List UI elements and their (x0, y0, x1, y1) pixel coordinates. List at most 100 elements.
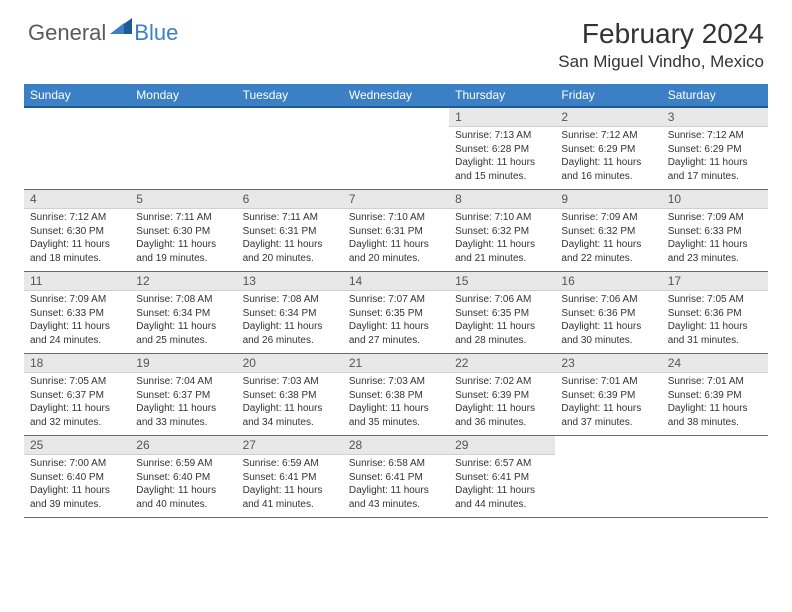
sunrise-line: Sunrise: 7:12 AM (561, 129, 655, 143)
sunset-line: Sunset: 6:35 PM (349, 307, 443, 321)
daylight-line: Daylight: 11 hours and 26 minutes. (243, 320, 337, 347)
daylight-line: Daylight: 11 hours and 23 minutes. (668, 238, 762, 265)
calendar-table: SundayMondayTuesdayWednesdayThursdayFrid… (24, 84, 768, 518)
sunrise-line: Sunrise: 7:12 AM (30, 211, 124, 225)
day-body: Sunrise: 7:12 AMSunset: 6:29 PMDaylight:… (662, 127, 768, 189)
day-body: Sunrise: 7:12 AMSunset: 6:30 PMDaylight:… (24, 209, 130, 271)
day-body: Sunrise: 6:59 AMSunset: 6:40 PMDaylight:… (130, 455, 236, 517)
daylight-line: Daylight: 11 hours and 16 minutes. (561, 156, 655, 183)
calendar-cell: 2Sunrise: 7:12 AMSunset: 6:29 PMDaylight… (555, 107, 661, 190)
day-body: Sunrise: 7:00 AMSunset: 6:40 PMDaylight:… (24, 455, 130, 517)
calendar-cell: 22Sunrise: 7:02 AMSunset: 6:39 PMDayligh… (449, 354, 555, 436)
sunset-line: Sunset: 6:33 PM (30, 307, 124, 321)
daylight-line: Daylight: 11 hours and 20 minutes. (243, 238, 337, 265)
sunset-line: Sunset: 6:37 PM (136, 389, 230, 403)
day-body: Sunrise: 7:12 AMSunset: 6:29 PMDaylight:… (555, 127, 661, 189)
sunrise-line: Sunrise: 6:57 AM (455, 457, 549, 471)
daylight-line: Daylight: 11 hours and 33 minutes. (136, 402, 230, 429)
sunset-line: Sunset: 6:31 PM (349, 225, 443, 239)
calendar-cell: 12Sunrise: 7:08 AMSunset: 6:34 PMDayligh… (130, 272, 236, 354)
day-number: 7 (343, 190, 449, 209)
calendar-cell (237, 107, 343, 190)
sunrise-line: Sunrise: 7:12 AM (668, 129, 762, 143)
day-body: Sunrise: 7:01 AMSunset: 6:39 PMDaylight:… (555, 373, 661, 435)
sunrise-line: Sunrise: 7:08 AM (136, 293, 230, 307)
daylight-line: Daylight: 11 hours and 38 minutes. (668, 402, 762, 429)
sunrise-line: Sunrise: 6:59 AM (243, 457, 337, 471)
sunset-line: Sunset: 6:41 PM (349, 471, 443, 485)
day-header: Monday (130, 84, 236, 107)
day-number: 6 (237, 190, 343, 209)
daylight-line: Daylight: 11 hours and 35 minutes. (349, 402, 443, 429)
daylight-line: Daylight: 11 hours and 21 minutes. (455, 238, 549, 265)
day-body: Sunrise: 7:06 AMSunset: 6:36 PMDaylight:… (555, 291, 661, 353)
sunrise-line: Sunrise: 7:04 AM (136, 375, 230, 389)
day-number: 16 (555, 272, 661, 291)
calendar-cell: 28Sunrise: 6:58 AMSunset: 6:41 PMDayligh… (343, 436, 449, 518)
sunrise-line: Sunrise: 7:03 AM (243, 375, 337, 389)
day-number: 2 (555, 108, 661, 127)
sunrise-line: Sunrise: 7:09 AM (30, 293, 124, 307)
day-number: 19 (130, 354, 236, 373)
day-body: Sunrise: 7:13 AMSunset: 6:28 PMDaylight:… (449, 127, 555, 189)
daylight-line: Daylight: 11 hours and 28 minutes. (455, 320, 549, 347)
day-number: 4 (24, 190, 130, 209)
sunrise-line: Sunrise: 7:11 AM (243, 211, 337, 225)
calendar-cell: 8Sunrise: 7:10 AMSunset: 6:32 PMDaylight… (449, 190, 555, 272)
calendar-cell (130, 107, 236, 190)
daylight-line: Daylight: 11 hours and 43 minutes. (349, 484, 443, 511)
calendar-cell (662, 436, 768, 518)
sunset-line: Sunset: 6:39 PM (668, 389, 762, 403)
calendar-cell: 20Sunrise: 7:03 AMSunset: 6:38 PMDayligh… (237, 354, 343, 436)
day-body: Sunrise: 7:05 AMSunset: 6:37 PMDaylight:… (24, 373, 130, 435)
daylight-line: Daylight: 11 hours and 30 minutes. (561, 320, 655, 347)
sunset-line: Sunset: 6:28 PM (455, 143, 549, 157)
calendar-cell: 7Sunrise: 7:10 AMSunset: 6:31 PMDaylight… (343, 190, 449, 272)
calendar-cell: 4Sunrise: 7:12 AMSunset: 6:30 PMDaylight… (24, 190, 130, 272)
sunset-line: Sunset: 6:41 PM (455, 471, 549, 485)
daylight-line: Daylight: 11 hours and 40 minutes. (136, 484, 230, 511)
sunrise-line: Sunrise: 7:01 AM (668, 375, 762, 389)
day-body: Sunrise: 7:11 AMSunset: 6:30 PMDaylight:… (130, 209, 236, 271)
calendar-cell: 16Sunrise: 7:06 AMSunset: 6:36 PMDayligh… (555, 272, 661, 354)
location: San Miguel Vindho, Mexico (558, 52, 764, 72)
daylight-line: Daylight: 11 hours and 39 minutes. (30, 484, 124, 511)
sunrise-line: Sunrise: 7:00 AM (30, 457, 124, 471)
day-number: 15 (449, 272, 555, 291)
calendar-cell: 18Sunrise: 7:05 AMSunset: 6:37 PMDayligh… (24, 354, 130, 436)
sunset-line: Sunset: 6:36 PM (561, 307, 655, 321)
day-number: 10 (662, 190, 768, 209)
day-header: Friday (555, 84, 661, 107)
sunset-line: Sunset: 6:32 PM (455, 225, 549, 239)
calendar-cell: 17Sunrise: 7:05 AMSunset: 6:36 PMDayligh… (662, 272, 768, 354)
sunset-line: Sunset: 6:32 PM (561, 225, 655, 239)
calendar-cell: 29Sunrise: 6:57 AMSunset: 6:41 PMDayligh… (449, 436, 555, 518)
day-body: Sunrise: 7:03 AMSunset: 6:38 PMDaylight:… (343, 373, 449, 435)
day-number: 29 (449, 436, 555, 455)
sunrise-line: Sunrise: 7:11 AM (136, 211, 230, 225)
calendar-head: SundayMondayTuesdayWednesdayThursdayFrid… (24, 84, 768, 107)
daylight-line: Daylight: 11 hours and 22 minutes. (561, 238, 655, 265)
day-body: Sunrise: 6:58 AMSunset: 6:41 PMDaylight:… (343, 455, 449, 517)
sunrise-line: Sunrise: 6:59 AM (136, 457, 230, 471)
day-body: Sunrise: 7:09 AMSunset: 6:33 PMDaylight:… (24, 291, 130, 353)
day-body: Sunrise: 7:11 AMSunset: 6:31 PMDaylight:… (237, 209, 343, 271)
calendar-body: 1Sunrise: 7:13 AMSunset: 6:28 PMDaylight… (24, 107, 768, 518)
calendar-cell: 13Sunrise: 7:08 AMSunset: 6:34 PMDayligh… (237, 272, 343, 354)
calendar-cell: 23Sunrise: 7:01 AMSunset: 6:39 PMDayligh… (555, 354, 661, 436)
sunset-line: Sunset: 6:40 PM (136, 471, 230, 485)
calendar-cell (343, 107, 449, 190)
sunset-line: Sunset: 6:38 PM (243, 389, 337, 403)
day-body: Sunrise: 7:04 AMSunset: 6:37 PMDaylight:… (130, 373, 236, 435)
sunrise-line: Sunrise: 7:08 AM (243, 293, 337, 307)
day-header: Sunday (24, 84, 130, 107)
calendar-cell (555, 436, 661, 518)
daylight-line: Daylight: 11 hours and 19 minutes. (136, 238, 230, 265)
day-body: Sunrise: 6:57 AMSunset: 6:41 PMDaylight:… (449, 455, 555, 517)
day-number: 23 (555, 354, 661, 373)
sunset-line: Sunset: 6:33 PM (668, 225, 762, 239)
title-block: February 2024 San Miguel Vindho, Mexico (558, 18, 764, 72)
day-header: Wednesday (343, 84, 449, 107)
day-number: 20 (237, 354, 343, 373)
calendar-cell: 10Sunrise: 7:09 AMSunset: 6:33 PMDayligh… (662, 190, 768, 272)
